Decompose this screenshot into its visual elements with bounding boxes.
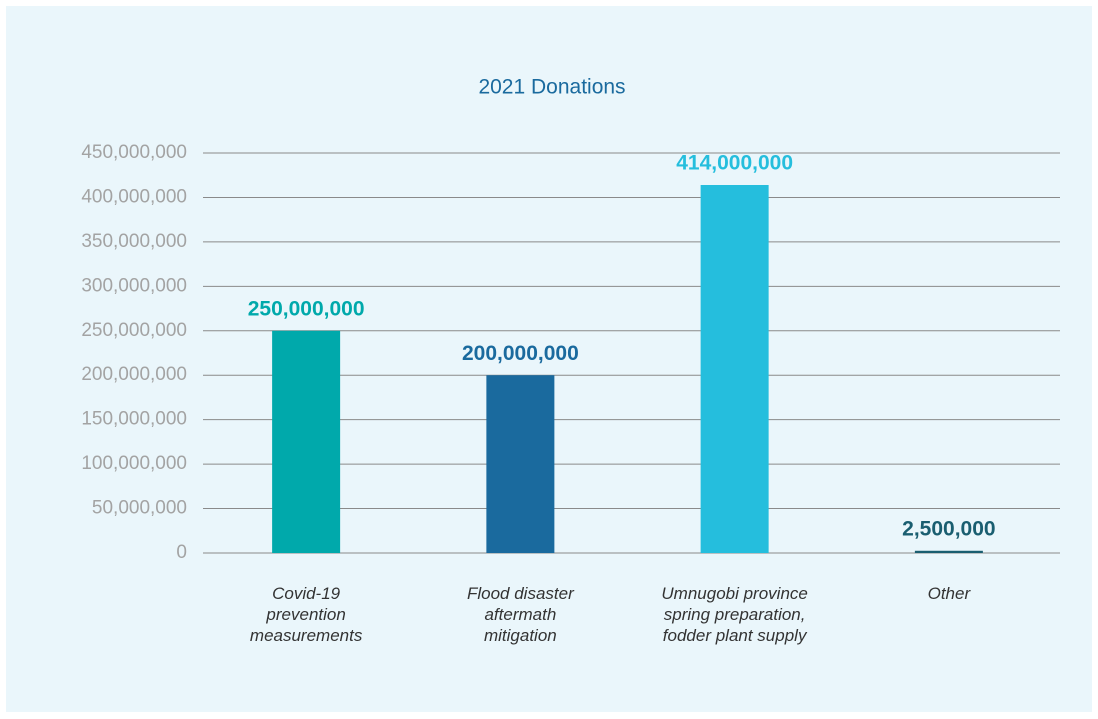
y-tick-label: 350,000,000 bbox=[81, 231, 187, 252]
x-tick-label: Umnugobi province spring preparation, fo… bbox=[661, 584, 808, 645]
y-tick-label: 450,000,000 bbox=[81, 142, 187, 163]
y-tick-label: 50,000,000 bbox=[92, 498, 187, 519]
y-tick-label: 250,000,000 bbox=[81, 320, 187, 341]
y-tick-label: 100,000,000 bbox=[81, 453, 187, 474]
y-tick-label: 150,000,000 bbox=[81, 409, 187, 430]
y-tick-label: 300,000,000 bbox=[81, 275, 187, 296]
x-tick-label: Flood disaster aftermath mitigation bbox=[466, 584, 574, 645]
y-tick-label: 0 bbox=[176, 542, 187, 563]
value-label: 2,500,000 bbox=[902, 517, 995, 540]
chart-title: 2021 Donations bbox=[478, 76, 625, 99]
x-tick-label: Other bbox=[927, 584, 971, 603]
bar bbox=[272, 330, 341, 553]
y-tick-label: 400,000,000 bbox=[81, 186, 187, 207]
chart-background bbox=[6, 6, 1092, 712]
bar bbox=[914, 550, 983, 553]
value-label: 414,000,000 bbox=[676, 152, 793, 175]
x-tick-label: Covid-19 prevention measurements bbox=[249, 584, 363, 645]
y-tick-label: 200,000,000 bbox=[81, 364, 187, 385]
bar bbox=[700, 185, 769, 553]
value-label: 250,000,000 bbox=[248, 297, 365, 320]
bar bbox=[486, 375, 555, 553]
value-label: 200,000,000 bbox=[462, 342, 579, 365]
